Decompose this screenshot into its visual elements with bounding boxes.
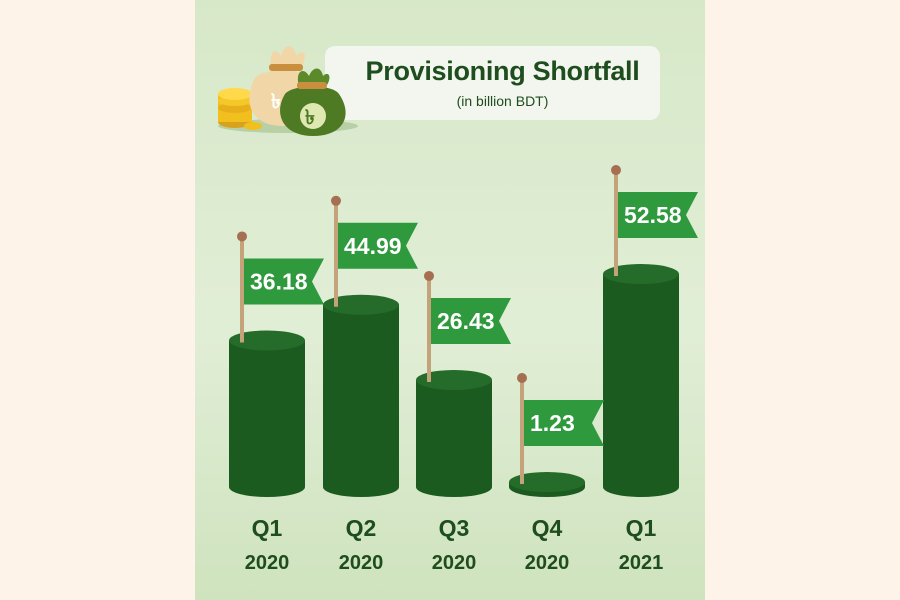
value-flag-2: 26.43 — [424, 270, 511, 382]
bar-3 — [509, 472, 585, 497]
money-bags-icon: ৳ ৳ — [218, 46, 358, 136]
bar-2 — [416, 369, 492, 497]
chart-subtitle: (in billion BDT) — [456, 93, 549, 109]
x-tick-label-year: 2020 — [432, 552, 477, 574]
data-label: 26.43 — [437, 308, 495, 334]
x-tick-label-quarter: Q4 — [532, 515, 563, 541]
svg-text:৳: ৳ — [271, 89, 281, 113]
title-card: Provisioning Shortfall (in billion BDT) — [325, 46, 660, 120]
x-tick-label-quarter: Q1 — [626, 515, 657, 541]
data-label: 44.99 — [344, 233, 402, 259]
value-flag-3: 1.23 — [517, 373, 604, 485]
value-flag-4: 52.58 — [611, 165, 698, 277]
x-tick-label-quarter: Q2 — [346, 515, 377, 541]
data-label: 52.58 — [624, 202, 682, 228]
coin-stack-icon — [218, 88, 262, 130]
data-label: 36.18 — [250, 268, 308, 294]
value-flag-1: 44.99 — [331, 195, 418, 307]
bar-0 — [229, 330, 305, 497]
x-tick-label-year: 2020 — [525, 552, 570, 574]
x-tick-label-year: 2021 — [619, 552, 664, 574]
svg-text:৳: ৳ — [305, 105, 315, 129]
x-tick-label-quarter: Q3 — [439, 515, 470, 541]
bar-4 — [603, 264, 679, 497]
value-flag-0: 36.18 — [237, 231, 324, 343]
bar-1 — [323, 294, 399, 497]
flags-layer: 36.18 44.99 26.43 1.23 52.58 — [237, 165, 698, 485]
chart-title: Provisioning Shortfall — [365, 56, 640, 86]
x-tick-label-year: 2020 — [245, 552, 290, 574]
category-labels: Q1 2020 Q2 2020 Q3 2020 Q4 2020 Q1 2021 — [245, 515, 664, 574]
bars-layer — [229, 264, 679, 497]
chart-area: 36.18 44.99 26.43 1.23 52.58 Q1 2020 Q2 2020 Q3 2… — [229, 165, 698, 574]
green-bag-icon: ৳ — [280, 68, 346, 136]
x-tick-label-quarter: Q1 — [252, 515, 283, 541]
infographic-panel: Provisioning Shortfall (in billion BDT) … — [195, 0, 705, 600]
x-tick-label-year: 2020 — [339, 552, 384, 574]
data-label: 1.23 — [530, 410, 575, 436]
